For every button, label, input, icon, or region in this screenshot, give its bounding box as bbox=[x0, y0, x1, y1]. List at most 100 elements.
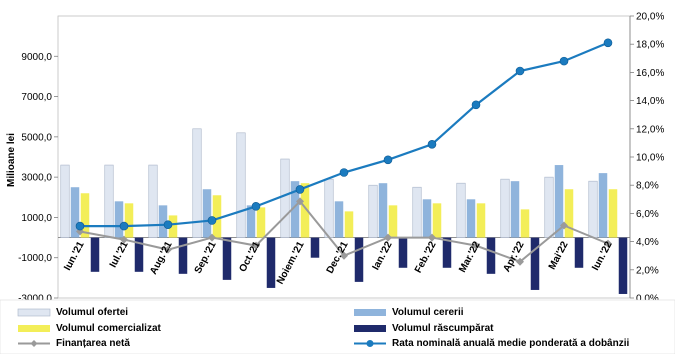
bar-volumul-comercializat bbox=[564, 189, 574, 238]
bar-volumul-răscumpărat bbox=[354, 237, 364, 282]
bar-volumul-ofertei bbox=[192, 128, 202, 238]
bar-volumul-comercializat bbox=[520, 209, 530, 238]
y2-tick-label: 4,0% bbox=[636, 237, 659, 248]
bar-volumul-răscumpărat bbox=[266, 237, 276, 288]
y-axis-right-ticks: 0,0% 2,0% 4,0% 6,0% 8,0% 10,0% 12,0% 14,0% 16,0%… bbox=[629, 12, 664, 305]
y2-tick-label: 2,0% bbox=[636, 265, 659, 276]
bar-volumul-ofertei bbox=[456, 182, 466, 238]
y-tick-label: 7000,0 bbox=[21, 92, 52, 103]
bar-volumul-comercializat bbox=[608, 189, 618, 238]
bar-volumul-răscumpărat bbox=[574, 237, 584, 268]
bar-volumul-ofertei bbox=[368, 184, 378, 238]
bar-volumul-cererii bbox=[202, 189, 212, 238]
bar-volumul-cererii bbox=[510, 181, 520, 238]
y-tick-label: 3000,0 bbox=[21, 173, 52, 184]
y-tick-label: -3000,0 bbox=[18, 294, 52, 305]
legend-swatch bbox=[354, 309, 386, 316]
y2-tick-label: 0,0% bbox=[636, 294, 659, 305]
bar-volumul-comercializat bbox=[124, 203, 134, 238]
bar-volumul-cererii bbox=[70, 187, 80, 238]
y-tick-label: 9000,0 bbox=[21, 52, 52, 63]
net-point bbox=[296, 197, 304, 206]
bar-volumul-ofertei bbox=[236, 132, 246, 238]
legend-swatch-marker bbox=[30, 340, 38, 347]
net-point bbox=[340, 251, 348, 260]
y2-tick-label: 14,0% bbox=[636, 96, 664, 107]
y-axis-title: Milioane lei bbox=[6, 133, 17, 187]
rate-point bbox=[471, 100, 481, 110]
bar-volumul-răscumpărat bbox=[310, 237, 320, 258]
net-point bbox=[164, 245, 172, 254]
bar-volumul-ofertei bbox=[544, 176, 554, 238]
y-axis-left-ticks: -3000,0 -1000,0 1000,0 3000,0 5000,0 7000,0 90… bbox=[18, 52, 58, 305]
net-point bbox=[120, 235, 128, 244]
bar-volumul-ofertei bbox=[500, 178, 510, 238]
net-point bbox=[604, 239, 612, 248]
legend-swatch bbox=[18, 325, 50, 332]
bar-volumul-comercializat bbox=[388, 205, 398, 238]
bar-volumul-ofertei bbox=[148, 164, 158, 238]
bar-volumul-răscumpărat bbox=[618, 237, 628, 294]
bar-volumul-ofertei bbox=[60, 164, 70, 238]
net-point bbox=[252, 241, 260, 250]
bar-volumul-răscumpărat bbox=[90, 237, 100, 272]
bar-volumul-cererii bbox=[422, 199, 432, 238]
legend-swatch bbox=[17, 308, 51, 317]
bar-volumul-răscumpărat bbox=[442, 237, 452, 268]
y2-tick-label: 8,0% bbox=[636, 181, 659, 192]
bar-volumul-cererii bbox=[290, 181, 300, 238]
bar-volumul-comercializat bbox=[80, 193, 90, 238]
bar-volumul-cererii bbox=[466, 199, 476, 238]
net-point bbox=[208, 233, 216, 242]
legend-label: Volumul cererii bbox=[392, 307, 464, 318]
y2-tick-label: 18,0% bbox=[636, 40, 664, 51]
legend-swatch-marker bbox=[366, 340, 374, 347]
net-point bbox=[472, 241, 480, 250]
bar-volumul-răscumpărat bbox=[486, 237, 496, 274]
net-point bbox=[428, 233, 436, 242]
y2-tick-label: 20,0% bbox=[636, 12, 664, 23]
legend-label: Volumul comercializat bbox=[56, 323, 162, 334]
rate-point bbox=[75, 221, 85, 231]
bars bbox=[60, 128, 628, 294]
legend-label: Volumul răscumpărat bbox=[392, 323, 494, 334]
rate-point bbox=[603, 38, 613, 48]
y-tick-label: 5000,0 bbox=[21, 132, 52, 143]
rate-point bbox=[119, 221, 129, 231]
legend: Volumul ofertei Volumul cererii Volumul co… bbox=[0, 299, 675, 354]
bar-volumul-cererii bbox=[378, 183, 388, 238]
rate-point bbox=[163, 220, 173, 229]
bar-volumul-comercializat bbox=[256, 207, 266, 238]
bar-volumul-comercializat bbox=[212, 195, 222, 238]
legend-label: Volumul ofertei bbox=[56, 307, 128, 318]
bar-volumul-cererii bbox=[554, 165, 564, 238]
bar-volumul-ofertei bbox=[412, 186, 422, 238]
net-point bbox=[516, 257, 524, 266]
legend-box bbox=[0, 299, 675, 354]
rate-point bbox=[427, 140, 437, 149]
legend-swatch bbox=[354, 325, 386, 332]
legend-label: Finanțarea netă bbox=[56, 338, 130, 349]
bar-volumul-cererii bbox=[158, 205, 168, 238]
lines bbox=[75, 38, 613, 266]
bar-volumul-ofertei bbox=[280, 158, 290, 238]
y2-tick-label: 16,0% bbox=[636, 68, 664, 79]
bar-volumul-comercializat bbox=[300, 183, 310, 238]
rate-point bbox=[515, 66, 525, 76]
rate-point bbox=[339, 168, 349, 177]
bar-volumul-cererii bbox=[114, 201, 124, 238]
y2-tick-label: 10,0% bbox=[636, 153, 664, 164]
bar-volumul-comercializat bbox=[476, 203, 486, 238]
rate-point bbox=[251, 202, 261, 211]
y2-tick-label: 12,0% bbox=[636, 124, 664, 135]
bar-volumul-răscumpărat bbox=[134, 237, 144, 272]
rate-point bbox=[207, 216, 217, 225]
y-tick-label: 1000,0 bbox=[21, 213, 52, 224]
net-point bbox=[560, 221, 568, 230]
legend-label: Rata nominală anuală medie ponderată a d… bbox=[392, 338, 629, 349]
rate-point bbox=[383, 155, 393, 165]
bar-volumul-cererii bbox=[246, 205, 256, 238]
rate-point bbox=[559, 56, 569, 66]
bar-volumul-răscumpărat bbox=[178, 237, 188, 274]
